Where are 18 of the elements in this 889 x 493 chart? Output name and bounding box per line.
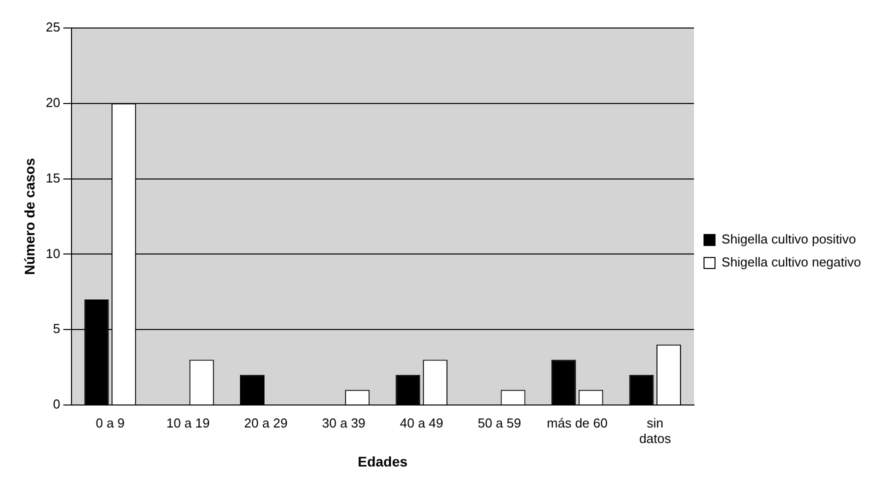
legend-label: Shigella cultivo positivo: [722, 232, 856, 247]
x-tick-label: 50 a 59: [478, 415, 522, 430]
x-tick-label: 0 a 9: [96, 415, 125, 430]
x-tick-label: 40 a 49: [400, 415, 444, 430]
y-tick-label: 25: [46, 20, 60, 35]
y-tick-label: 10: [46, 246, 60, 261]
x-axis-title: Edades: [358, 453, 408, 470]
y-axis-title: Número de casos: [21, 158, 38, 275]
y-tick-label: 5: [53, 321, 60, 336]
x-tick-label: 30 a 39: [322, 415, 366, 430]
y-tick-label: 20: [46, 94, 60, 110]
x-tick-label: sin datos: [639, 415, 672, 446]
legend-label: Shigella cultivo negativo: [722, 254, 862, 270]
y-tick-label: 0: [53, 396, 60, 412]
x-tick-label: 20 a 29: [244, 415, 288, 430]
x-tick-label: más de 60: [546, 415, 608, 430]
y-tick-label: 15: [46, 170, 60, 186]
x-tick-label: 10 a 19: [166, 415, 210, 430]
